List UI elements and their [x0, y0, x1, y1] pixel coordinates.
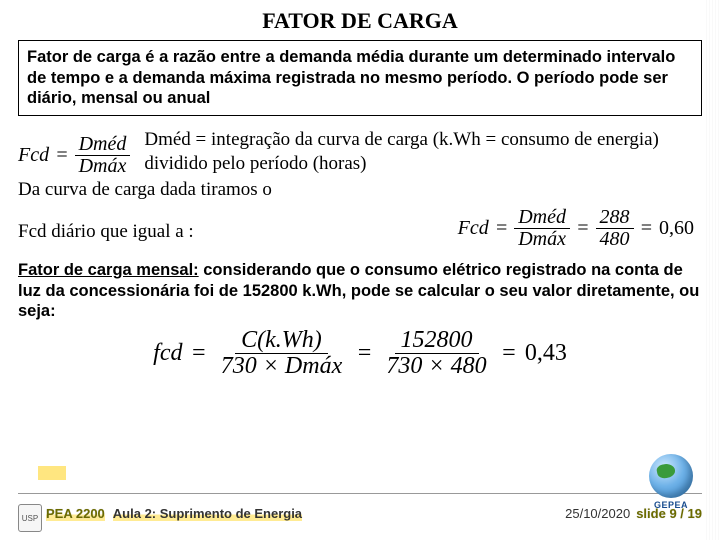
slide: FATOR DE CARGA Fator de carga é a razão …: [0, 0, 720, 540]
gepea-label: GEPEA: [654, 500, 688, 510]
formula-fcd-monthly: fcd = C(k.Wh) 730 × Dmáx = 152800 730 × …: [153, 328, 567, 379]
slide-footer: PEA 2200 Aula 2: Suprimento de Energia 2…: [18, 496, 702, 530]
formula1-den: Dmáx: [75, 156, 131, 177]
lecture-subtitle: Aula 2: Suprimento de Energia: [113, 506, 302, 521]
footer-divider: [18, 493, 702, 494]
footer-date: 25/10/2020: [565, 506, 630, 521]
formula2-lhs: Fcd: [458, 217, 489, 240]
fcd-daily-label: Fcd diário que igual a :: [18, 207, 194, 243]
formula2-den1: Dmáx: [514, 229, 570, 250]
formula3-den2: 730 × 480: [380, 354, 492, 379]
formula3-eq2: =: [356, 340, 372, 367]
globe-icon: [649, 454, 693, 498]
formula-row-1: Fcd = Dméd Dmáx Dméd = integração da cur…: [18, 128, 702, 177]
formula2-num2: 288: [596, 207, 634, 229]
course-code: PEA 2200: [46, 506, 105, 521]
formula3-eq: =: [191, 340, 207, 367]
definition-lead: Fator de carga: [27, 48, 141, 66]
formula2-eq: =: [495, 217, 509, 240]
formula2-den2: 480: [596, 229, 634, 250]
decorative-right-rule: [706, 0, 720, 540]
formula2-frac1: Dméd Dmáx: [514, 207, 570, 250]
formula2-eq2: =: [576, 217, 590, 240]
formula-fcd-definition: Fcd = Dméd Dmáx: [18, 128, 130, 177]
formula2-eq3: =: [640, 217, 654, 240]
formula-fcd-monthly-wrap: fcd = C(k.Wh) 730 × Dmáx = 152800 730 × …: [18, 328, 702, 379]
formula1-lhs: Fcd: [18, 144, 49, 167]
formula3-lhs: fcd: [153, 340, 182, 367]
dmed-explanation: Dméd = integração da curva de carga (k.W…: [144, 128, 702, 176]
formula3-frac1: C(k.Wh) 730 × Dmáx: [215, 328, 349, 379]
mensal-paragraph: Fator de carga mensal: considerando que …: [18, 260, 702, 322]
formula3-num1: C(k.Wh): [235, 328, 328, 354]
slide-title: FATOR DE CARGA: [18, 8, 702, 34]
definition-box: Fator de carga é a razão entre a demanda…: [18, 40, 702, 116]
formula3-frac2: 152800 730 × 480: [380, 328, 492, 379]
formula1-eq: =: [55, 144, 69, 167]
formula2-num1: Dméd: [514, 207, 570, 229]
formula2-frac2: 288 480: [596, 207, 634, 250]
formula2-result: 0,60: [659, 217, 694, 240]
decorative-yellow-bar: [38, 466, 66, 480]
formula1-num: Dméd: [75, 134, 131, 156]
formula3-den1: 730 × Dmáx: [215, 354, 349, 379]
formula3-result: 0,43: [525, 340, 567, 367]
curve-line: Da curva de carga dada tiramos o: [18, 179, 702, 201]
fcd-daily-row: Fcd diário que igual a : Fcd = Dméd Dmáx…: [18, 207, 702, 250]
gepea-logo: GEPEA: [636, 452, 706, 512]
mensal-lead: Fator de carga mensal:: [18, 261, 199, 279]
formula-fcd-daily: Fcd = Dméd Dmáx = 288 480 = 0,60: [458, 207, 694, 250]
formula1-fraction: Dméd Dmáx: [75, 134, 131, 177]
formula3-num2: 152800: [395, 328, 479, 354]
formula3-eq3: =: [501, 340, 517, 367]
